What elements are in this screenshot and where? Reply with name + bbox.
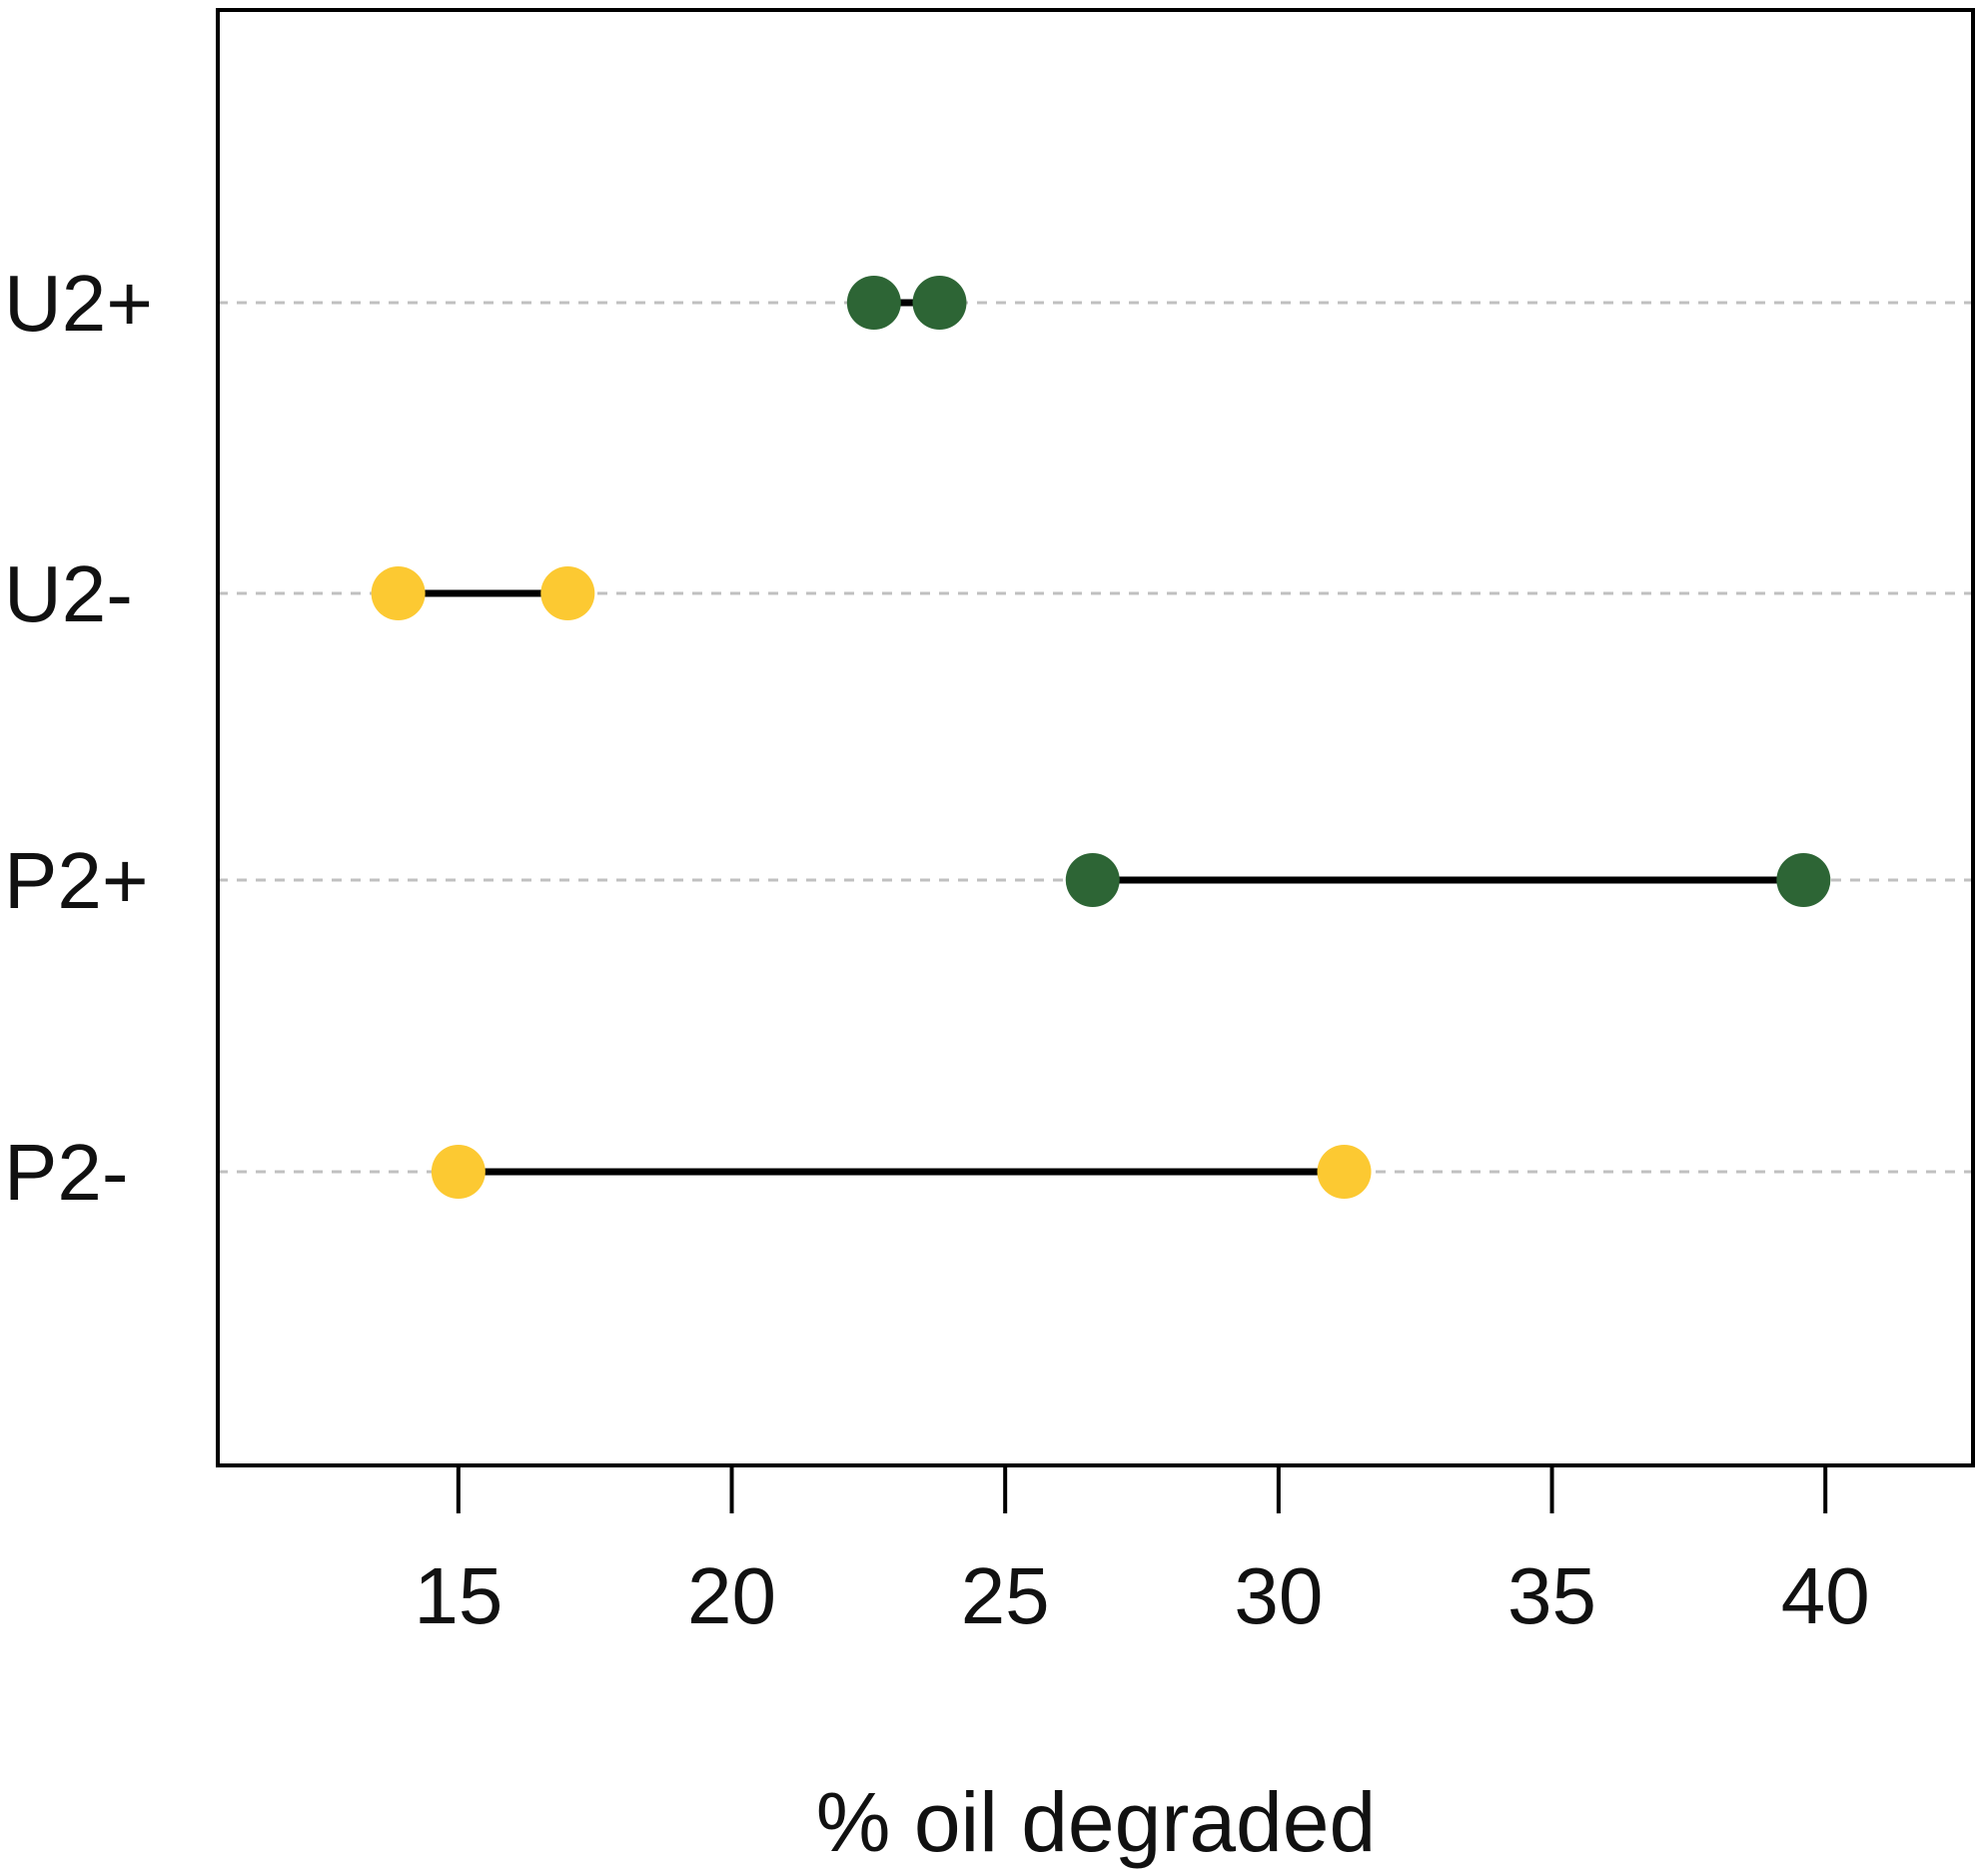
point-p2-minus-max xyxy=(1317,1145,1372,1199)
point-p2-plus-min xyxy=(1065,853,1120,907)
data-points xyxy=(371,276,1831,1199)
point-u2-plus-min xyxy=(846,276,901,330)
category-labels: U2+ U2- P2+ P2- xyxy=(4,259,153,1217)
x-tick-label-15: 15 xyxy=(414,1551,502,1640)
connector-lines xyxy=(398,299,1804,1176)
x-axis-ticks: 15 20 25 30 35 40 xyxy=(414,1465,1870,1640)
category-label-u2-minus: U2- xyxy=(4,549,133,638)
plot-frame xyxy=(216,8,1975,1467)
x-tick-label-25: 25 xyxy=(961,1551,1050,1640)
point-u2-plus-max xyxy=(912,276,967,330)
point-p2-minus-min xyxy=(431,1145,486,1199)
category-label-p2-plus: P2+ xyxy=(4,836,149,925)
x-tick-label-40: 40 xyxy=(1781,1551,1870,1640)
category-label-p2-minus: P2- xyxy=(4,1128,129,1217)
x-tick-label-20: 20 xyxy=(687,1551,776,1640)
point-p2-plus-max xyxy=(1776,853,1831,907)
x-tick-label-35: 35 xyxy=(1507,1551,1596,1640)
category-label-u2-plus: U2+ xyxy=(4,259,153,348)
point-u2-minus-min xyxy=(371,566,426,620)
x-tick-label-30: 30 xyxy=(1234,1551,1323,1640)
x-axis-title: % oil degraded xyxy=(816,1775,1376,1869)
point-u2-minus-max xyxy=(540,566,595,620)
